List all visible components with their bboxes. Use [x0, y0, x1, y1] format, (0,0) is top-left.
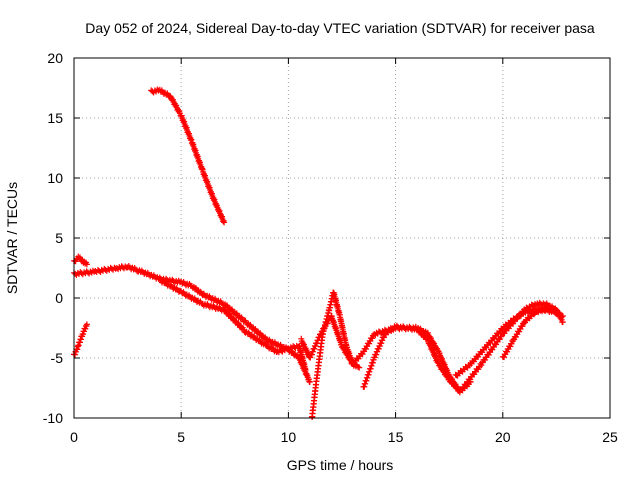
data-point	[519, 323, 526, 330]
series-arc-8	[360, 299, 566, 396]
series-arc-9	[452, 305, 566, 379]
series-arc-5	[156, 275, 309, 373]
data-point	[83, 261, 90, 268]
y-tick-label: -10	[43, 410, 63, 426]
series-arc-10	[499, 304, 560, 361]
series-arc-4	[71, 263, 313, 385]
grid-layer	[74, 58, 610, 418]
y-tick-label: 0	[55, 290, 63, 306]
x-tick-label: 25	[602, 429, 618, 445]
series-arc-3	[148, 86, 228, 226]
data-point	[321, 325, 328, 332]
y-tick-label: -5	[51, 350, 64, 366]
x-tick-label: 5	[177, 429, 185, 445]
chart-title: Day 052 of 2024, Sidereal Day-to-day VTE…	[85, 20, 595, 36]
data-point	[559, 319, 566, 325]
y-tick-label: 20	[47, 50, 63, 66]
series-arc-1	[71, 253, 90, 268]
series-arc-6	[309, 289, 363, 420]
x-tick-label: 0	[70, 429, 78, 445]
y-axis-label: SDTVAR / TECUs	[4, 182, 20, 294]
data-layer	[71, 86, 566, 420]
data-point	[356, 364, 363, 371]
x-tick-label: 10	[281, 429, 297, 445]
data-point	[553, 307, 560, 313]
data-point	[221, 219, 228, 226]
y-tick-label: 15	[47, 110, 63, 126]
x-tick-label: 15	[388, 429, 404, 445]
data-point	[508, 340, 515, 347]
series-arc-7	[298, 313, 474, 396]
data-point	[302, 367, 309, 373]
y-tick-label: 10	[47, 170, 63, 186]
data-point	[513, 334, 519, 340]
y-tick-label: 5	[55, 230, 63, 246]
x-axis-label: GPS time / hours	[287, 457, 394, 473]
tick-layer: 0 5 10 15 20 25 -10 -5 0 5 10 15 20	[43, 50, 618, 445]
data-point	[306, 379, 313, 385]
data-point	[83, 321, 90, 328]
x-tick-label: 20	[495, 429, 511, 445]
data-point	[559, 313, 566, 319]
